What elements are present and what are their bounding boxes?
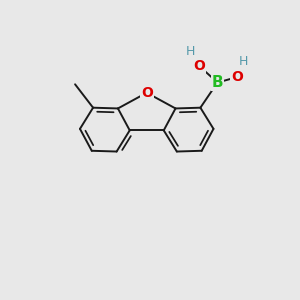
- Text: H: H: [186, 44, 195, 58]
- Text: O: O: [194, 59, 206, 73]
- Text: H: H: [239, 55, 248, 68]
- Text: O: O: [141, 86, 153, 100]
- Text: B: B: [212, 75, 223, 90]
- Text: O: O: [231, 70, 243, 84]
